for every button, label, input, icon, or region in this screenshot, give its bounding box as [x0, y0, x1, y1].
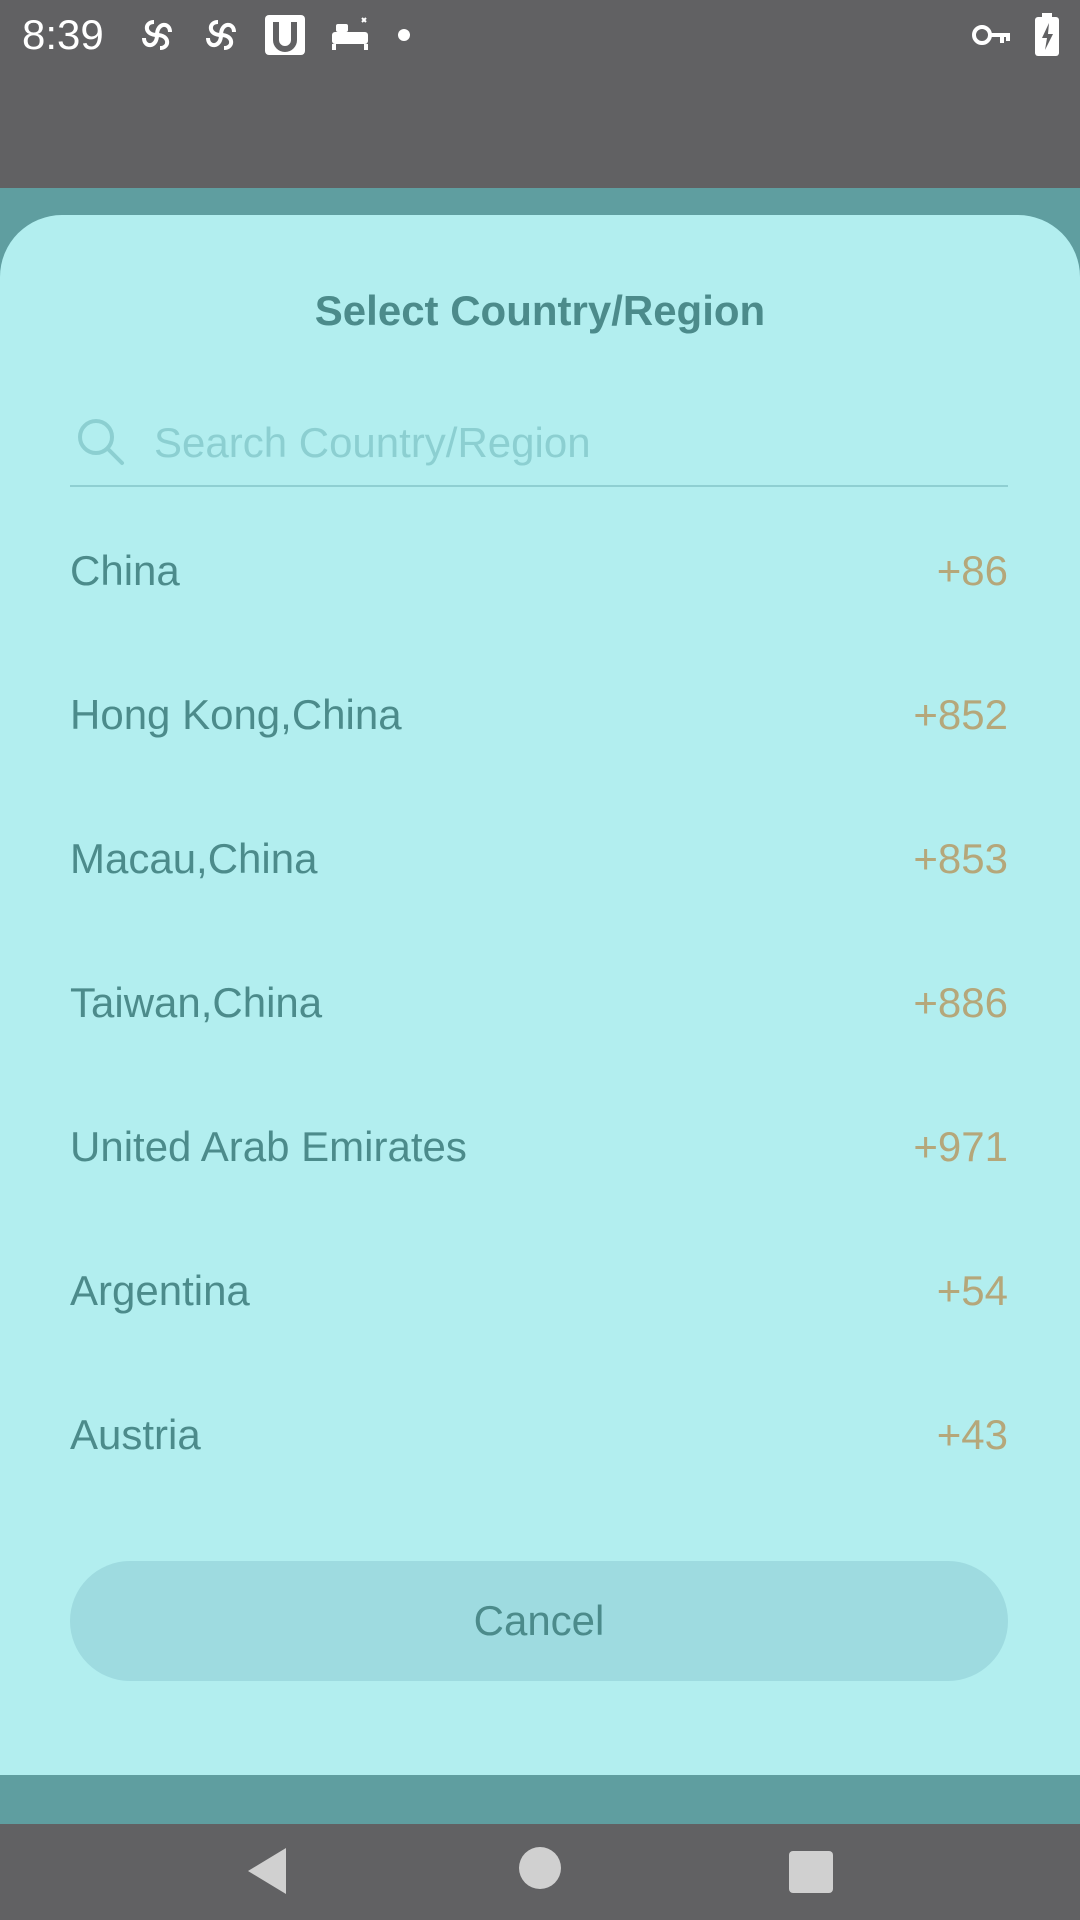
country-code: +86	[936, 547, 1008, 594]
battery-charging-icon	[1034, 13, 1060, 57]
country-code: +43	[936, 1411, 1008, 1458]
country-row-argentina[interactable]: Argentina +54	[70, 1219, 1008, 1363]
country-name: Austria	[70, 1411, 201, 1458]
country-name: China	[70, 547, 180, 594]
dot-icon	[394, 25, 414, 45]
search-input[interactable]	[154, 403, 994, 483]
u-app-icon	[264, 14, 306, 56]
search-icon[interactable]	[70, 411, 130, 471]
recents-icon[interactable]	[788, 1850, 834, 1899]
key-icon	[972, 21, 1012, 49]
country-code: +853	[913, 835, 1008, 882]
country-row-macau[interactable]: Macau,China +853	[70, 787, 1008, 931]
status-notification-icons	[136, 12, 414, 58]
country-code: +852	[913, 691, 1008, 738]
country-row-uae[interactable]: United Arab Emirates +971	[70, 1075, 1008, 1219]
country-code: +54	[936, 1267, 1008, 1314]
country-row-hong-kong[interactable]: Hong Kong,China +852	[70, 643, 1008, 787]
country-select-dialog: Select Country/Region China +86 Hong Kon…	[0, 215, 1080, 1775]
country-name: United Arab Emirates	[70, 1123, 467, 1170]
status-bar: 8:39	[0, 0, 1080, 70]
status-time: 8:39	[22, 11, 104, 58]
country-row-taiwan[interactable]: Taiwan,China +886	[70, 931, 1008, 1075]
pinwheel-icon	[200, 14, 242, 56]
home-icon[interactable]	[518, 1846, 562, 1895]
search-bar	[70, 403, 1008, 487]
country-row-china[interactable]: China +86	[70, 499, 1008, 643]
country-name: Hong Kong,China	[70, 691, 402, 738]
country-list: China +86 Hong Kong,China +852 Macau,Chi…	[70, 499, 1008, 1507]
back-icon[interactable]	[244, 1846, 288, 1901]
dialog-title: Select Country/Region	[314, 287, 766, 334]
status-system-icons	[972, 12, 1060, 58]
country-row-austria[interactable]: Austria +43	[70, 1363, 1008, 1507]
bed-icon	[328, 14, 372, 56]
pinwheel-icon	[136, 14, 178, 56]
country-name: Macau,China	[70, 835, 318, 882]
navigation-bar	[0, 1824, 1080, 1920]
country-name: Argentina	[70, 1267, 250, 1314]
country-code: +971	[913, 1123, 1008, 1170]
country-name: Taiwan,China	[70, 979, 323, 1026]
country-code: +886	[913, 979, 1008, 1026]
cancel-button[interactable]: Cancel	[70, 1561, 1008, 1681]
